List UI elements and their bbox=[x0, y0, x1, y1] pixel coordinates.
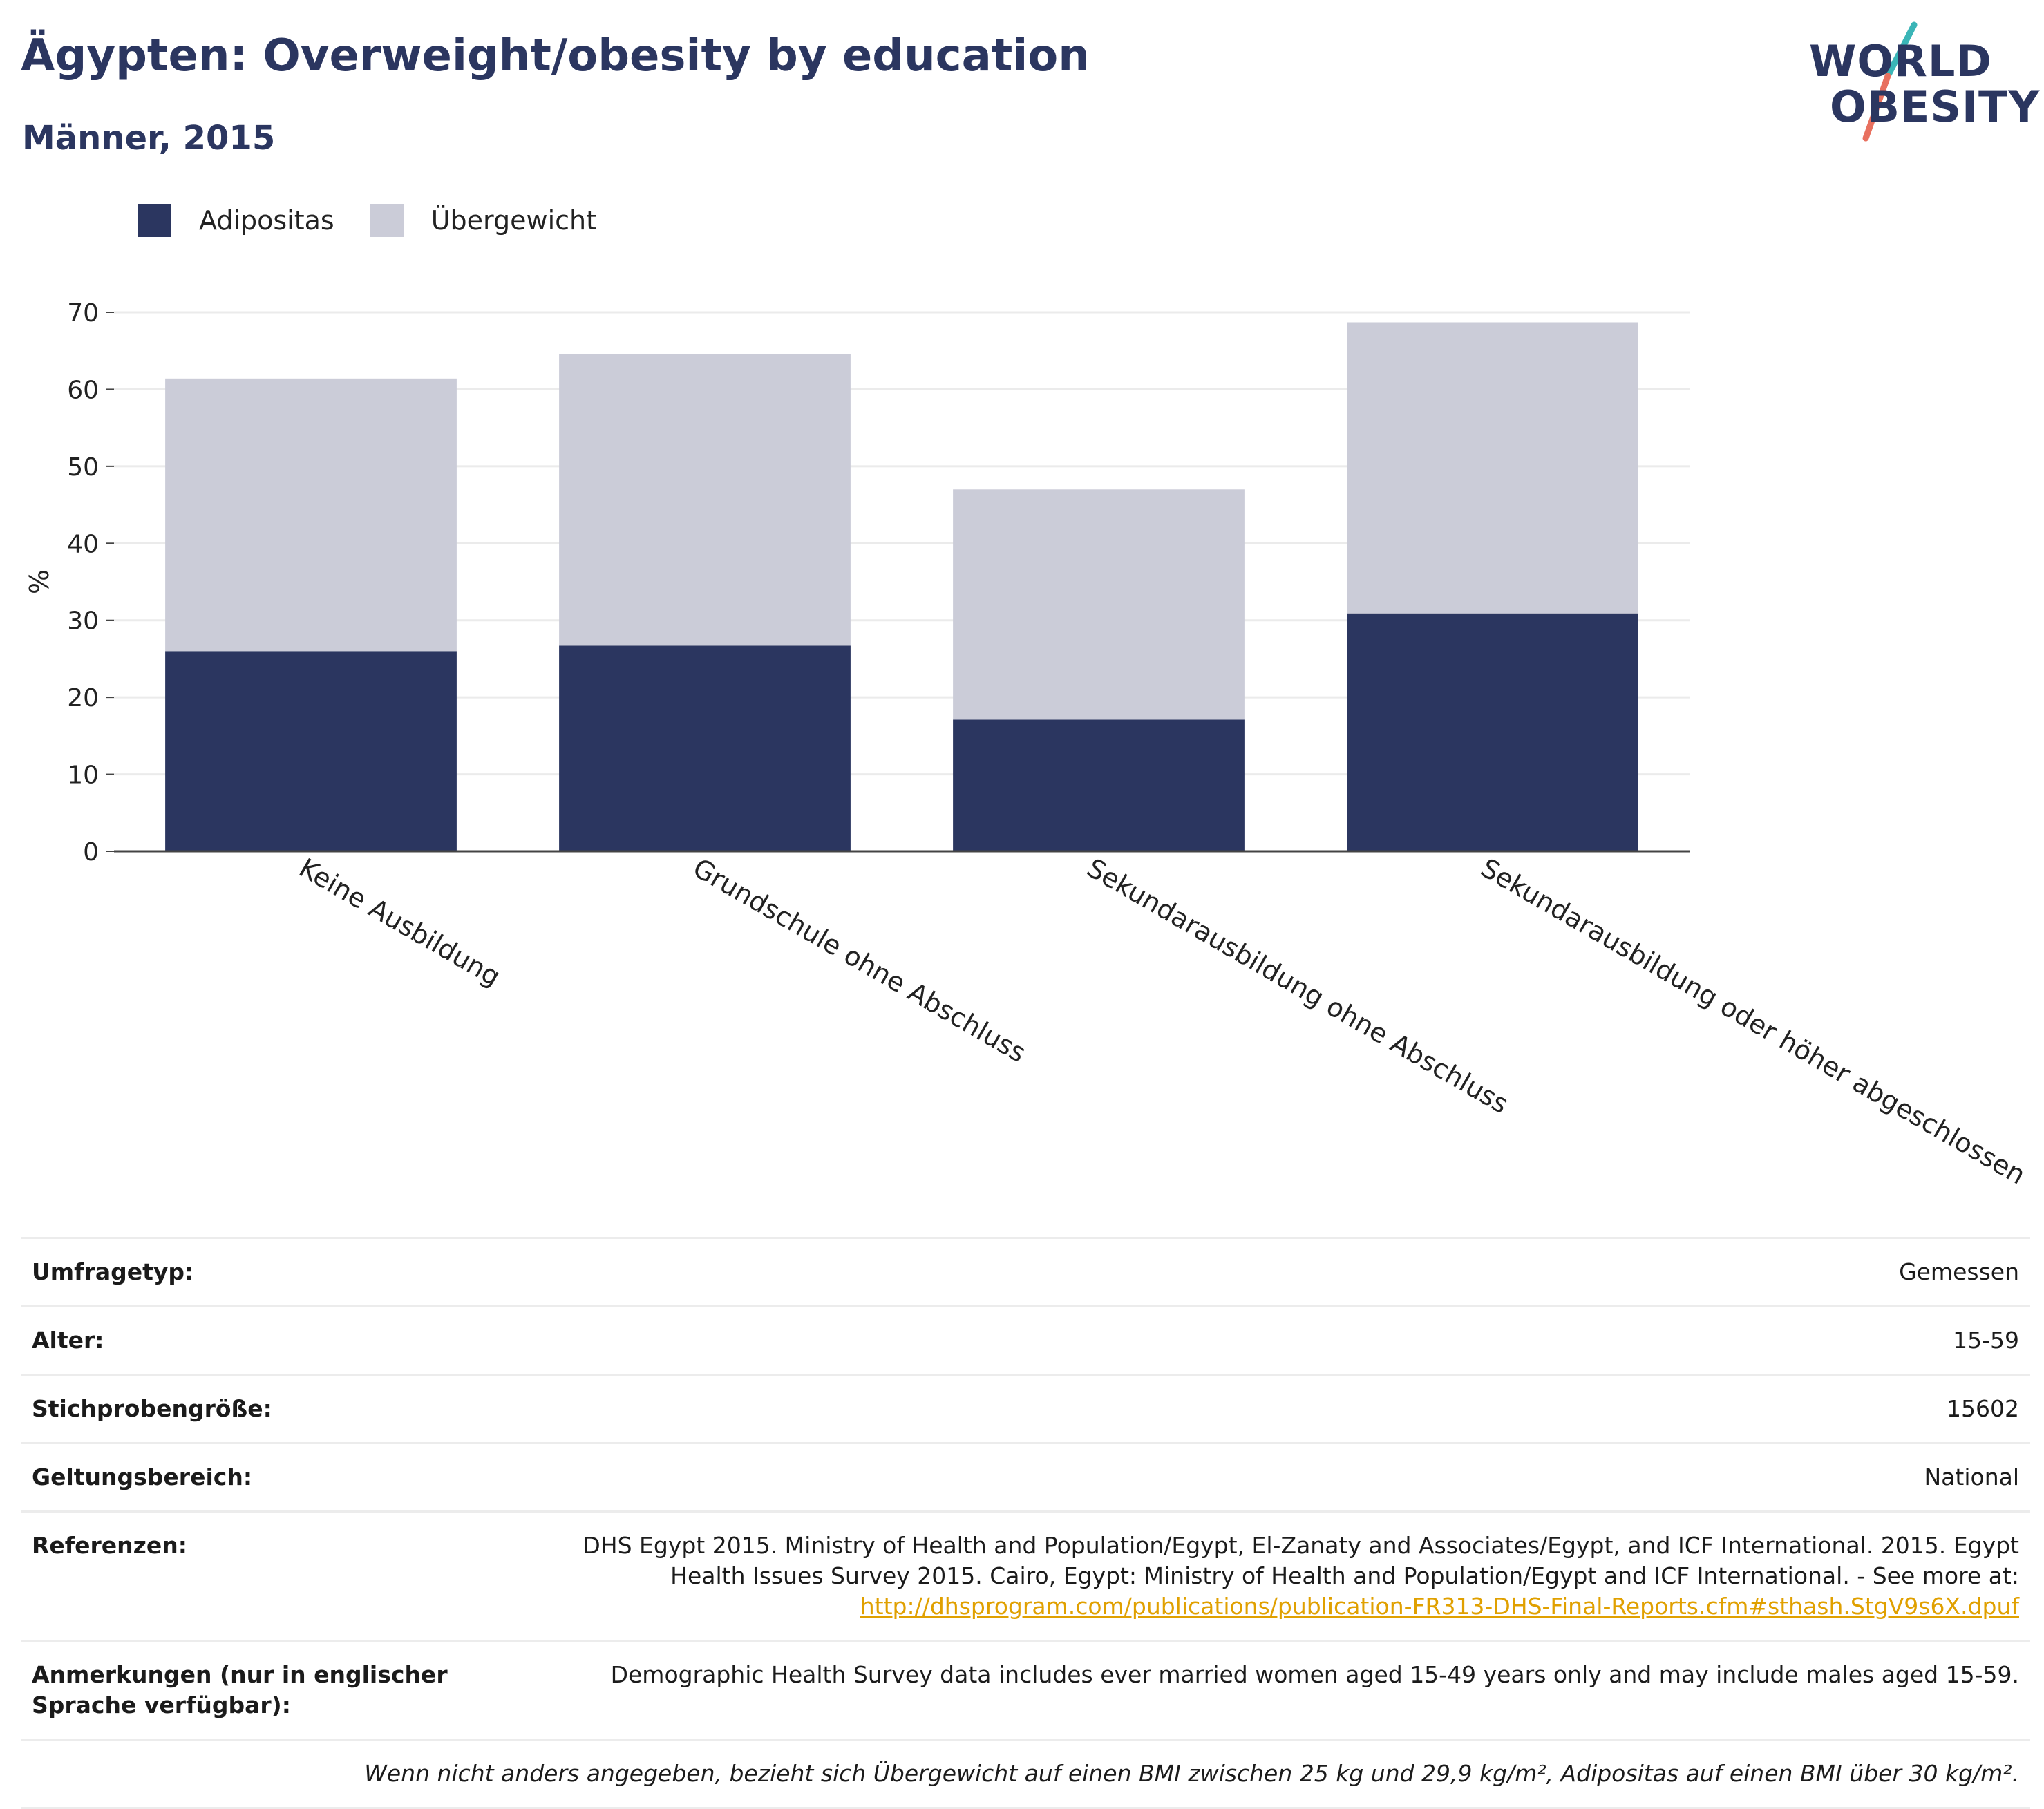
notes-value: Demographic Health Survey data includes … bbox=[610, 1661, 2019, 1688]
table-row: Geltungsbereich: National bbox=[21, 1442, 2030, 1510]
table-row: Stichprobengröße: 15602 bbox=[21, 1374, 2030, 1442]
table-row: Wenn nicht anders angegeben, bezieht sic… bbox=[21, 1739, 2030, 1809]
bar-obesity bbox=[1347, 613, 1638, 851]
sample-size-label: Stichprobengröße: bbox=[32, 1395, 272, 1422]
survey-type-value: Gemessen bbox=[1899, 1258, 2019, 1285]
y-tick-label: 30 bbox=[67, 607, 99, 636]
legend-label-obesity: Adipositas bbox=[199, 205, 334, 236]
survey-details-table: Umfragetyp: Gemessen Alter: 15-59 Stichp… bbox=[21, 1237, 2030, 1809]
legend-item-obesity[interactable]: Adipositas bbox=[138, 204, 334, 237]
bar-overweight bbox=[953, 489, 1245, 720]
legend-swatch-obesity bbox=[138, 204, 171, 237]
y-tick-label: 20 bbox=[67, 684, 99, 712]
bar-overweight bbox=[165, 378, 457, 652]
x-tick-label: Sekundarausbildung oder höher abgeschlos… bbox=[1476, 853, 2031, 1191]
x-tick-label: Sekundarausbildung ohne Abschluss bbox=[1082, 853, 1514, 1119]
references-label: Referenzen: bbox=[32, 1532, 187, 1559]
world-obesity-logo: WORLD OBESITY bbox=[1797, 21, 2039, 145]
page-title: Ägypten: Overweight/obesity by education bbox=[21, 30, 1090, 82]
table-row: Referenzen: DHS Egypt 2015. Ministry of … bbox=[21, 1510, 2030, 1640]
age-label: Alter: bbox=[32, 1327, 104, 1354]
y-tick-label: 50 bbox=[67, 453, 99, 482]
legend-label-overweight: Übergewicht bbox=[430, 205, 596, 236]
bar-obesity bbox=[953, 719, 1245, 851]
legend-item-overweight[interactable]: Übergewicht bbox=[370, 204, 596, 237]
y-tick-label: 0 bbox=[83, 838, 99, 866]
survey-type-label: Umfragetyp: bbox=[32, 1258, 194, 1285]
bar-overweight bbox=[1347, 322, 1638, 614]
bar-obesity bbox=[165, 651, 457, 851]
references-text: DHS Egypt 2015. Ministry of Health and P… bbox=[583, 1532, 2019, 1589]
legend-swatch-overweight bbox=[370, 204, 404, 237]
logo-slash-icon bbox=[1862, 21, 1918, 142]
table-row: Umfragetyp: Gemessen bbox=[21, 1237, 2030, 1305]
bmi-footnote: Wenn nicht anders angegeben, bezieht sic… bbox=[364, 1760, 2019, 1787]
coverage-label: Geltungsbereich: bbox=[32, 1464, 253, 1490]
sample-size-value: 15602 bbox=[1947, 1395, 2019, 1422]
bar-overweight bbox=[559, 354, 851, 646]
x-tick-label: Keine Ausbildung bbox=[294, 853, 506, 992]
logo-line1: WORLD bbox=[1809, 36, 1992, 86]
x-tick-label: Grundschule ohne Abschluss bbox=[688, 853, 1032, 1068]
coverage-value: National bbox=[1924, 1464, 2019, 1490]
table-row: Anmerkungen (nur in englischer Sprache v… bbox=[21, 1640, 2030, 1739]
table-row: Alter: 15-59 bbox=[21, 1305, 2030, 1374]
age-value: 15-59 bbox=[1953, 1327, 2019, 1354]
stacked-bar-chart: 0 10 20 30 40 50 60 70% Keine Ausbildung Grundsch… bbox=[24, 299, 2031, 1191]
y-tick-label: 40 bbox=[67, 530, 99, 558]
page-subtitle: Männer, 2015 bbox=[22, 119, 276, 158]
notes-label: Anmerkungen (nur in englischer Sprache v… bbox=[32, 1661, 448, 1718]
y-tick-label: 10 bbox=[67, 761, 99, 790]
y-tick-label: 60 bbox=[67, 376, 99, 404]
y-tick-label: 70 bbox=[67, 299, 99, 328]
y-axis-label: % bbox=[24, 569, 55, 594]
logo-line2: OBESITY bbox=[1830, 82, 2041, 132]
references-value: DHS Egypt 2015. Ministry of Health and P… bbox=[529, 1531, 2019, 1622]
references-link[interactable]: http://dhsprogram.com/publications/publi… bbox=[860, 1593, 2019, 1620]
bar-obesity bbox=[559, 645, 851, 851]
chart-legend: Adipositas Übergewicht bbox=[138, 204, 632, 237]
